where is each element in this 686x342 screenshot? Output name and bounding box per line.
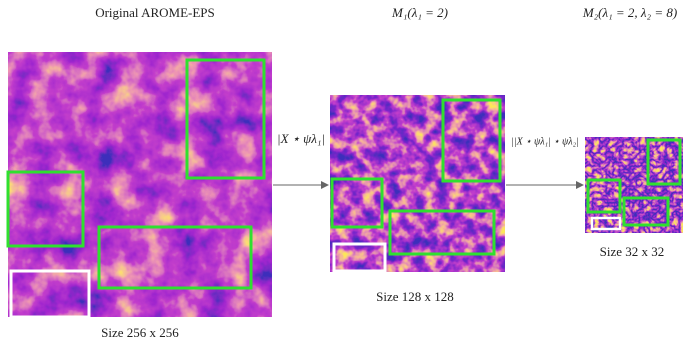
arrow-label: ||X ⋆ ψλ₁| ⋆ ψλ₂| (511, 136, 579, 147)
panel-title: M₂(λ₁ = 2, λ₂ = 8) (582, 5, 677, 20)
image-texture (8, 52, 272, 317)
size-label: Size 128 x 128 (376, 289, 454, 304)
size-label: Size 256 x 256 (101, 325, 179, 340)
panel-title: M₁(λ₁ = 2) (391, 5, 448, 20)
size-label: Size 32 x 32 (600, 244, 665, 259)
figure: Original AROME-EPS M₁(λ₁ = 2) M₂(λ₁ = 2,… (0, 0, 686, 342)
arrow-label: |X ⋆ ψλ₁| (277, 131, 325, 146)
panel-title: Original AROME-EPS (95, 5, 215, 20)
